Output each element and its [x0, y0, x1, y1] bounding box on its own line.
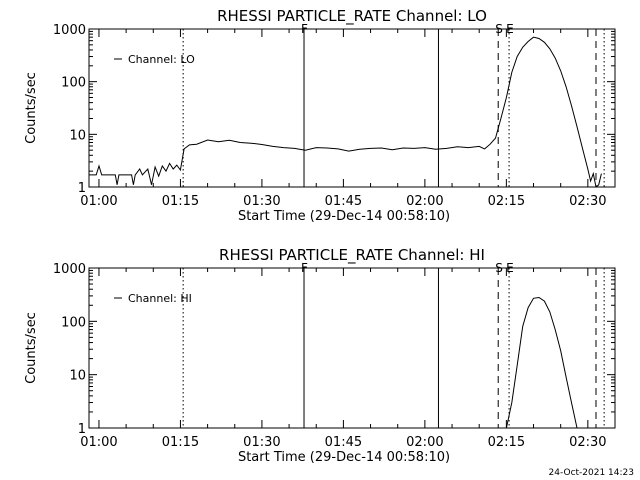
x-tick-label: 01:30 — [243, 194, 280, 209]
y-axis-label: Counts/sec — [24, 72, 39, 144]
y-tick-label: 10 — [69, 369, 86, 384]
generated-timestamp: 24-Oct-2021 14:23 — [548, 468, 634, 478]
y-tick-label: 1000 — [53, 23, 86, 38]
event-marker-label: S — [495, 22, 503, 36]
event-marker-label: F — [301, 22, 308, 36]
x-tick-label: 01:45 — [325, 435, 362, 450]
x-tick-label: 01:00 — [80, 435, 117, 450]
lo-channel-panel: RHESSI PARTICLE_RATE Channel: LO 1 10 100 10… — [24, 7, 616, 224]
y-tick-label: 1000 — [53, 262, 86, 277]
x-tick-label: 02:30 — [569, 194, 606, 209]
y-tick-label: 1 — [78, 422, 86, 437]
rate-series-line — [505, 296, 578, 428]
event-marker-label: S — [495, 261, 503, 275]
y-tick-label: 100 — [61, 315, 86, 330]
x-tick-label: 01:45 — [325, 194, 362, 209]
event-marker-label: F — [301, 261, 308, 275]
x-tick-label: 02:00 — [406, 194, 443, 209]
plot-frame — [88, 28, 616, 188]
x-tick-label: 02:15 — [488, 435, 525, 450]
y-tick-label: 100 — [61, 76, 86, 91]
x-axis-label: Start Time (29-Dec-14 00:58:10) — [238, 209, 450, 224]
x-tick-label: 02:15 — [488, 194, 525, 209]
plot-frame — [88, 267, 616, 429]
legend-label: Channel: LO — [128, 53, 195, 66]
event-marker-label: E — [506, 22, 514, 36]
x-tick-label: 01:30 — [243, 435, 280, 450]
x-tick-label: 01:15 — [162, 194, 199, 209]
event-marker-label: E — [506, 261, 514, 275]
y-tick-label: 10 — [69, 128, 86, 143]
y-axis-label: Counts/sec — [24, 312, 39, 384]
legend-label: Channel: HI — [128, 292, 192, 305]
x-tick-label: 01:00 — [80, 194, 117, 209]
chart-title: RHESSI PARTICLE_RATE Channel: LO — [217, 7, 487, 26]
x-tick-label: 02:30 — [569, 435, 606, 450]
y-tick-label: 1 — [78, 181, 86, 196]
chart-title: RHESSI PARTICLE_RATE Channel: HI — [219, 246, 485, 265]
x-tick-label: 01:15 — [162, 435, 199, 450]
x-axis-label: Start Time (29-Dec-14 00:58:10) — [238, 450, 450, 465]
hi-channel-panel: RHESSI PARTICLE_RATE Channel: HI 1 10 100 10… — [24, 246, 616, 465]
x-tick-label: 02:00 — [406, 435, 443, 450]
